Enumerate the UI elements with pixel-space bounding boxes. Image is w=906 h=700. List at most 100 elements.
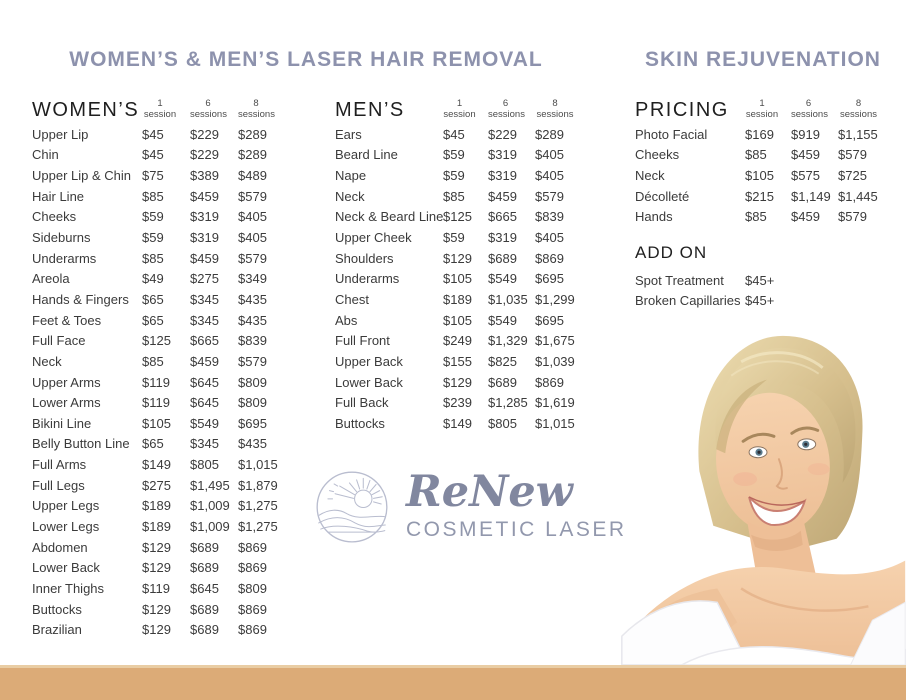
row-price: $85 bbox=[443, 188, 465, 204]
row-price: $105 bbox=[443, 312, 472, 328]
row-price: $349 bbox=[238, 271, 267, 287]
logo-subtitle: COSMETIC LASER bbox=[406, 517, 627, 541]
session-label: sessions bbox=[536, 109, 574, 121]
row-price: $405 bbox=[238, 230, 267, 246]
row-label: Upper Lip & Chin bbox=[32, 168, 131, 184]
row-label: Abdomen bbox=[32, 539, 88, 555]
row-price: $695 bbox=[535, 312, 564, 328]
row-label: Abs bbox=[335, 312, 358, 328]
row-price: $579 bbox=[535, 188, 564, 204]
row-price: $275 bbox=[190, 271, 219, 287]
row-price: $689 bbox=[190, 601, 219, 617]
row-price: $805 bbox=[190, 457, 219, 473]
session-count-header: 8 sessions bbox=[838, 98, 891, 122]
table-row: Nape $59 $319 $405 bbox=[335, 165, 593, 186]
logo-text: ReNew COSMETIC LASER bbox=[406, 470, 627, 542]
row-price: $229 bbox=[488, 126, 517, 142]
row-label: Bikini Line bbox=[32, 415, 92, 431]
session-count: 1 bbox=[456, 98, 463, 110]
table-row: Décolleté $215 $1,149 $1,445 bbox=[635, 186, 895, 207]
row-price: $45+ bbox=[745, 272, 775, 288]
row-price: $459 bbox=[190, 250, 219, 266]
row-price: $689 bbox=[488, 250, 517, 266]
hair-removal-title: WOMEN’S & MEN’S LASER HAIR REMOVAL bbox=[69, 48, 543, 71]
row-price: $869 bbox=[535, 250, 564, 266]
row-price: $575 bbox=[791, 168, 820, 184]
session-label: session bbox=[143, 109, 177, 121]
row-price: $289 bbox=[535, 126, 564, 142]
row-price: $129 bbox=[443, 250, 472, 266]
row-price: $689 bbox=[190, 622, 219, 638]
row-label: Hands bbox=[635, 209, 673, 225]
row-label: Upper Arms bbox=[32, 374, 101, 390]
row-price: $1,879 bbox=[238, 477, 278, 493]
row-price: $189 bbox=[443, 291, 472, 307]
row-price: $549 bbox=[190, 415, 219, 431]
row-price: $85 bbox=[745, 209, 767, 225]
row-price: $319 bbox=[190, 209, 219, 225]
session-count: 8 bbox=[855, 98, 862, 110]
row-label: Chin bbox=[32, 147, 59, 163]
row-price: $689 bbox=[488, 374, 517, 390]
table-row: Abdomen $129 $689 $869 bbox=[32, 537, 298, 558]
row-price: $725 bbox=[838, 168, 867, 184]
row-price: $809 bbox=[238, 395, 267, 411]
session-count-header: 8 sessions bbox=[535, 98, 587, 122]
womens-table-header: WOMEN’S 1 session 6 sessions 8 sessions bbox=[32, 92, 298, 122]
row-price: $229 bbox=[190, 147, 219, 163]
row-price: $275 bbox=[142, 477, 171, 493]
table-row: Upper Lip $45 $229 $289 bbox=[32, 124, 298, 145]
row-price: $345 bbox=[190, 312, 219, 328]
row-label: Full Front bbox=[335, 333, 390, 349]
table-row: Upper Legs $189 $1,009 $1,275 bbox=[32, 496, 298, 517]
table-row: Sideburns $59 $319 $405 bbox=[32, 227, 298, 248]
row-price: $579 bbox=[238, 188, 267, 204]
row-price: $1,149 bbox=[791, 188, 831, 204]
row-price: $229 bbox=[190, 126, 219, 142]
row-price: $169 bbox=[745, 126, 774, 142]
row-price: $119 bbox=[142, 395, 170, 411]
table-row: Neck & Beard Line $125 $665 $839 bbox=[335, 207, 593, 228]
row-price: $155 bbox=[443, 353, 472, 369]
table-row: Shoulders $129 $689 $869 bbox=[335, 248, 593, 269]
row-price: $1,285 bbox=[488, 395, 528, 411]
row-price: $1,299 bbox=[535, 291, 575, 307]
row-price: $665 bbox=[488, 209, 517, 225]
row-price: $405 bbox=[535, 230, 564, 246]
row-price: $405 bbox=[535, 147, 564, 163]
row-label: Feet & Toes bbox=[32, 312, 102, 328]
table-row: Buttocks $129 $689 $869 bbox=[32, 599, 298, 620]
add-on-title: ADD ON bbox=[635, 243, 708, 262]
row-price: $45 bbox=[142, 126, 164, 142]
row-label: Underarms bbox=[335, 271, 400, 287]
row-price: $129 bbox=[142, 601, 171, 617]
table-row: Upper Cheek $59 $319 $405 bbox=[335, 227, 593, 248]
row-price: $405 bbox=[238, 209, 267, 225]
session-count: 6 bbox=[805, 98, 812, 110]
row-label: Buttocks bbox=[335, 415, 385, 431]
table-row: Hands $85 $459 $579 bbox=[635, 207, 895, 228]
row-price: $85 bbox=[745, 147, 767, 163]
row-price: $105 bbox=[142, 415, 171, 431]
row-price: $1,619 bbox=[535, 395, 575, 411]
table-row: Cheeks $59 $319 $405 bbox=[32, 207, 298, 228]
row-price: $45+ bbox=[745, 293, 775, 309]
table-row: Neck $105 $575 $725 bbox=[635, 165, 895, 186]
row-label: Buttocks bbox=[32, 601, 82, 617]
row-price: $1,009 bbox=[190, 518, 230, 534]
table-row: Upper Arms $119 $645 $809 bbox=[32, 372, 298, 393]
row-label: Hands & Fingers bbox=[32, 291, 129, 307]
row-label: Upper Back bbox=[335, 353, 403, 369]
row-price: $459 bbox=[190, 353, 219, 369]
row-price: $869 bbox=[535, 374, 564, 390]
row-label: Décolleté bbox=[635, 188, 690, 204]
row-price: $189 bbox=[142, 518, 171, 534]
row-label: Brazilian bbox=[32, 622, 82, 638]
row-price: $1,275 bbox=[238, 498, 278, 514]
row-price: $1,675 bbox=[535, 333, 575, 349]
womens-pricing-table: WOMEN’S 1 session 6 sessions 8 sessions Upper… bbox=[32, 92, 298, 640]
session-count-header: 6 sessions bbox=[488, 98, 535, 122]
row-price: $459 bbox=[791, 147, 820, 163]
table-row: Chest $189 $1,035 $1,299 bbox=[335, 289, 593, 310]
row-label: Ears bbox=[335, 126, 362, 142]
